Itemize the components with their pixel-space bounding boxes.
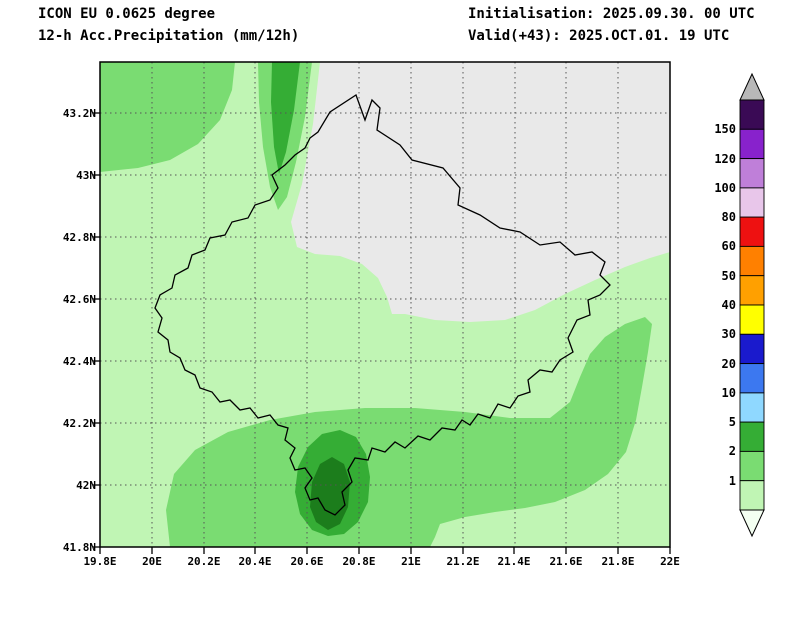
x-axis-labels: 19.8E 20E 20.2E 20.4E 20.6E 20.8E 21E 21…: [83, 555, 680, 568]
colorbar-label: 150: [714, 122, 736, 136]
x-tick-label: 20.6E: [290, 555, 323, 568]
x-tick-label: 21.4E: [497, 555, 530, 568]
x-tick-label: 21.6E: [549, 555, 582, 568]
colorbar-label: 40: [722, 298, 736, 312]
x-tick-label: 22E: [660, 555, 680, 568]
product-title: 12-h Acc.Precipitation (mm/12h): [38, 28, 299, 44]
precip-dark-band-core: [271, 62, 300, 174]
colorbar-box: [739, 363, 765, 394]
colorbar-box: [739, 216, 765, 247]
colorbar-box: [739, 304, 765, 335]
initialisation-time: Initialisation: 2025.09.30. 00 UTC: [468, 6, 755, 22]
colorbar-label: 100: [714, 181, 736, 195]
colorbar-box: [739, 187, 765, 218]
valid-time: Valid(+43): 2025.OCT.01. 19 UTC: [468, 28, 729, 44]
y-tick-label: 42.6N: [63, 293, 96, 306]
colorbar-labels: 150 120 100 80 60 50 40 30 20 10 5 2 1: [714, 122, 736, 488]
colorbar-label: 1: [729, 474, 736, 488]
colorbar-top-arrow: [739, 72, 765, 101]
colorbar-box: [739, 128, 765, 160]
y-tick-label: 41.8N: [63, 541, 96, 554]
colorbar-label: 80: [722, 210, 736, 224]
plot-frame: [99, 61, 671, 548]
colorbar-box: [739, 480, 765, 511]
colorbar-box: [739, 333, 765, 365]
x-tick-label: 21.2E: [446, 555, 479, 568]
colorbar-label: 5: [729, 415, 736, 429]
y-tick-label: 42N: [76, 479, 96, 492]
colorbar: 150 120 100 80 60 50 40 30 20 10 5 2 1: [714, 72, 765, 538]
colorbar-box: [739, 421, 765, 452]
colorbar-label: 120: [714, 152, 736, 166]
precip-darkest-core: [310, 457, 350, 530]
colorbar-label: 60: [722, 239, 736, 253]
model-title: ICON EU 0.0625 degree: [38, 6, 215, 22]
y-tick-label: 42.2N: [63, 417, 96, 430]
colorbar-bottom-arrow: [739, 509, 765, 538]
colorbar-box: [739, 245, 765, 277]
colorbar-box: [739, 450, 765, 482]
colorbar-label: 10: [722, 386, 736, 400]
precipitation-field: [100, 62, 670, 547]
precip-medium-south: [166, 317, 652, 547]
x-tick-label: 21.8E: [601, 555, 634, 568]
x-tick-label: 20.2E: [187, 555, 220, 568]
colorbar-label: 20: [722, 357, 736, 371]
x-tick-label: 20E: [142, 555, 162, 568]
colorbar-box: [739, 99, 765, 130]
plot-area: [99, 61, 671, 548]
colorbar-box: [739, 158, 765, 189]
x-tick-label: 21E: [401, 555, 421, 568]
colorbar-label: 50: [722, 269, 736, 283]
colorbar-label: 30: [722, 327, 736, 341]
y-tick-label: 43.2N: [63, 107, 96, 120]
x-tick-label: 19.8E: [83, 555, 116, 568]
y-axis-labels: 43.2N 43N 42.8N 42.6N 42.4N 42.2N 42N 41…: [63, 107, 96, 554]
colorbar-label: 2: [729, 444, 736, 458]
y-tick-label: 42.8N: [63, 231, 96, 244]
colorbar-box: [739, 275, 765, 306]
y-tick-label: 43N: [76, 169, 96, 182]
precip-medium-nw: [100, 62, 235, 172]
x-tick-label: 20.8E: [342, 555, 375, 568]
x-tick-label: 20.4E: [238, 555, 271, 568]
axis-ticks: [93, 112, 671, 554]
colorbar-boxes: [739, 99, 765, 511]
y-tick-label: 42.4N: [63, 355, 96, 368]
country-border-outline: [154, 94, 611, 516]
colorbar-box: [739, 392, 765, 423]
